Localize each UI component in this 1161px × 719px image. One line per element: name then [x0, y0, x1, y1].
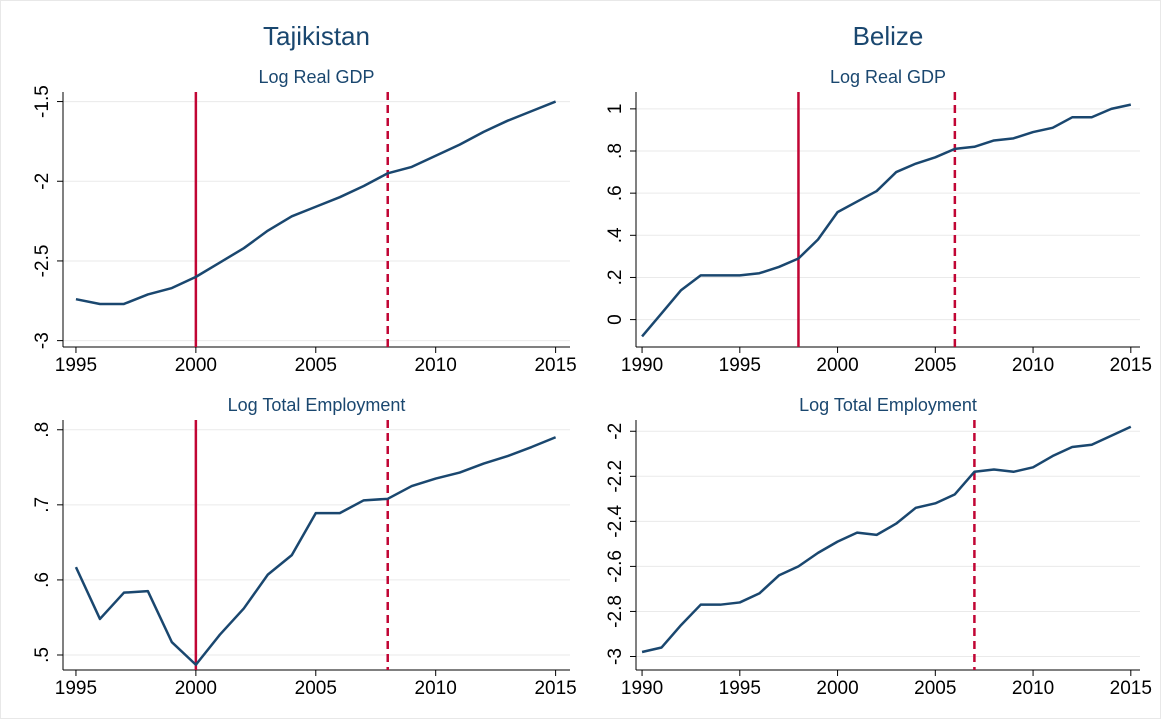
- y-tick-label: -3: [605, 648, 626, 665]
- y-tick-label: .6: [32, 572, 53, 588]
- data-line: [641, 425, 1132, 654]
- x-tick-label: 2010: [1012, 678, 1054, 699]
- x-tick-label: 2000: [816, 678, 858, 699]
- x-tick-label: 2010: [415, 355, 457, 376]
- x-tick-label: 1990: [621, 355, 663, 376]
- y-tick-label: .6: [605, 185, 626, 201]
- x-tick-label: 2005: [914, 678, 956, 699]
- x-tick-label: 2015: [534, 678, 576, 699]
- panel-title: Log Real GDP: [258, 67, 374, 87]
- x-tick-label: 2015: [534, 355, 576, 376]
- data-line: [641, 103, 1132, 338]
- y-tick-label: .2: [605, 270, 626, 286]
- x-tick-label: 1995: [719, 355, 761, 376]
- y-tick-label: .8: [605, 143, 626, 159]
- x-tick-label: 2005: [295, 678, 337, 699]
- y-tick-label: -1.5: [32, 85, 53, 118]
- y-tick-label: .8: [32, 422, 53, 438]
- x-tick-label: 1990: [621, 678, 663, 699]
- x-tick-label: 2015: [1110, 355, 1152, 376]
- data-line: [75, 100, 557, 306]
- y-tick-label: -2.4: [605, 505, 626, 538]
- y-tick-label: .4: [605, 227, 626, 243]
- panel-title: Log Real GDP: [830, 67, 946, 87]
- panel-title: Log Total Employment: [799, 395, 977, 415]
- x-tick-label: 2015: [1110, 678, 1152, 699]
- x-tick-label: 2005: [295, 355, 337, 376]
- y-tick-label: .5: [32, 647, 53, 663]
- x-tick-label: 1995: [55, 355, 97, 376]
- y-tick-label: -3: [32, 332, 53, 349]
- x-tick-label: 2005: [914, 355, 956, 376]
- country-title: Tajikistan: [263, 21, 370, 51]
- y-tick-label: 0: [605, 314, 626, 325]
- panel-title: Log Total Employment: [228, 395, 406, 415]
- x-tick-label: 2000: [816, 355, 858, 376]
- x-tick-label: 2010: [415, 678, 457, 699]
- country-title: Belize: [853, 21, 924, 51]
- y-tick-label: -2: [605, 423, 626, 440]
- data-line: [74, 436, 557, 666]
- x-tick-label: 1995: [55, 678, 97, 699]
- x-tick-label: 2000: [175, 678, 217, 699]
- y-tick-label: -2.8: [605, 595, 626, 628]
- y-tick-label: -2.5: [32, 245, 53, 278]
- y-tick-label: .7: [32, 497, 53, 513]
- y-tick-label: -2.2: [605, 460, 626, 493]
- y-tick-label: 1: [605, 104, 626, 115]
- x-tick-label: 2000: [175, 355, 217, 376]
- y-tick-label: -2: [32, 173, 53, 190]
- x-tick-label: 1995: [719, 678, 761, 699]
- y-tick-label: -2.6: [605, 550, 626, 583]
- x-tick-label: 2010: [1012, 355, 1054, 376]
